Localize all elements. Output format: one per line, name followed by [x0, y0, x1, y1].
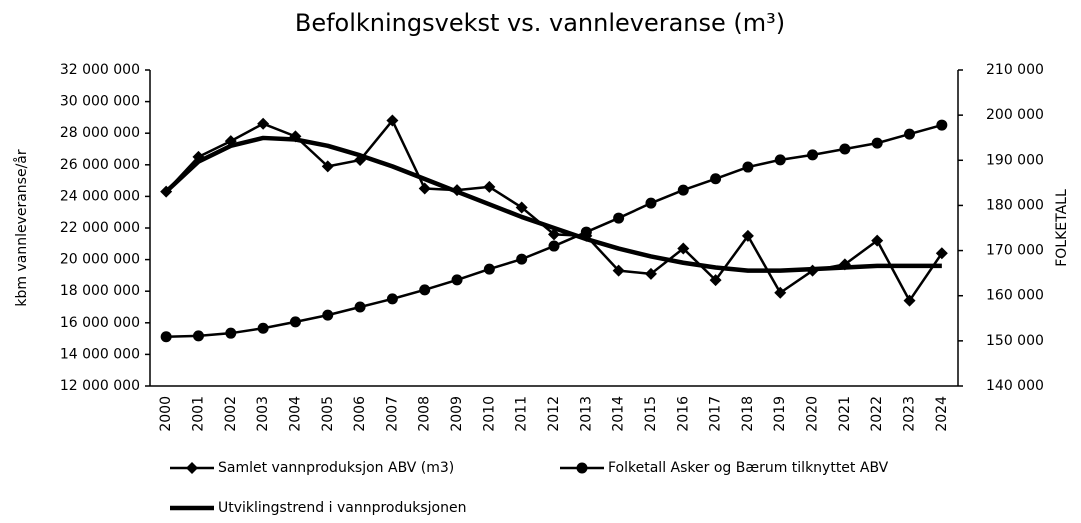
- y-tick-label: 22 000 000: [60, 220, 140, 236]
- series-marker: [709, 274, 722, 287]
- y2-axis-label: FOLKETALL: [1054, 189, 1070, 267]
- series-marker: [774, 286, 787, 299]
- series-marker: [904, 128, 916, 140]
- x-tick-label: 2007: [384, 396, 400, 432]
- series-marker: [418, 182, 431, 195]
- x-tick-label: 2014: [611, 396, 627, 432]
- x-tick-label: 2022: [869, 396, 885, 432]
- series-marker: [160, 331, 172, 343]
- series-marker: [903, 294, 916, 307]
- series-marker: [936, 119, 948, 131]
- series-marker: [807, 149, 819, 161]
- series-line: [164, 135, 942, 273]
- x-tick-label: 2010: [481, 396, 497, 432]
- x-tick-label: 2000: [158, 396, 174, 432]
- series-marker: [644, 267, 657, 280]
- series-marker: [257, 117, 270, 130]
- series-marker: [612, 264, 625, 277]
- x-tick-label: 2023: [902, 396, 918, 432]
- series-marker: [548, 240, 560, 252]
- x-tick-label: 2017: [708, 396, 724, 432]
- x-tick-label: 2002: [223, 396, 239, 432]
- legend-marker: [186, 462, 198, 474]
- series-marker: [742, 161, 754, 173]
- series-marker: [192, 330, 204, 342]
- y2-tick-label: 170 000: [986, 243, 1044, 259]
- x-tick-label: 2018: [740, 396, 756, 432]
- series-marker: [741, 229, 754, 242]
- x-tick-label: 2006: [352, 396, 368, 432]
- x-tick-label: 2008: [417, 396, 433, 432]
- series-marker: [613, 212, 625, 224]
- y2-tick-label: 180 000: [986, 197, 1044, 213]
- y-tick-label: 16 000 000: [60, 315, 140, 331]
- series-marker: [451, 274, 463, 286]
- legend-label: Samlet vannproduksjon ABV (m3): [218, 460, 454, 476]
- y-tick-label: 12 000 000: [60, 378, 140, 394]
- x-tick-label: 2016: [675, 396, 691, 432]
- x-tick-label: 2013: [578, 396, 594, 432]
- y2-tick-label: 210 000: [986, 62, 1044, 78]
- y-tick-label: 28 000 000: [60, 125, 140, 141]
- series-marker: [289, 316, 301, 328]
- series-marker: [386, 293, 398, 305]
- x-tick-label: 2009: [449, 396, 465, 432]
- series-marker: [871, 234, 884, 247]
- series-marker: [354, 301, 366, 313]
- series-marker: [386, 114, 399, 127]
- series-marker: [225, 327, 237, 339]
- x-tick-label: 2024: [934, 396, 950, 432]
- x-tick-label: 2005: [320, 396, 336, 432]
- series-marker: [257, 322, 269, 334]
- y-tick-label: 24 000 000: [60, 188, 140, 204]
- x-tick-label: 2003: [255, 396, 271, 432]
- chart-title: Befolkningsvekst vs. vannleveranse (m³): [295, 9, 785, 37]
- x-tick-label: 2004: [287, 396, 303, 432]
- series-marker: [677, 184, 689, 196]
- series-marker: [322, 309, 334, 321]
- y2-tick-label: 150 000: [986, 333, 1044, 349]
- series-marker: [580, 226, 592, 238]
- x-tick-label: 2001: [190, 396, 206, 432]
- legend-marker: [576, 462, 588, 474]
- legend-label: Utviklingstrend i vannproduksjonen: [218, 500, 466, 516]
- series-marker: [645, 197, 657, 209]
- y2-tick-label: 190 000: [986, 152, 1044, 168]
- y2-tick-label: 200 000: [986, 107, 1044, 123]
- y-axis-label: kbm vannleveranse/år: [13, 149, 30, 307]
- series-marker: [871, 137, 883, 149]
- series-marker: [677, 242, 690, 255]
- x-tick-label: 2012: [546, 396, 562, 432]
- series-marker: [839, 143, 851, 155]
- y-tick-label: 26 000 000: [60, 157, 140, 173]
- y-tick-label: 20 000 000: [60, 252, 140, 268]
- series-marker: [774, 154, 786, 166]
- y2-tick-label: 160 000: [986, 288, 1044, 304]
- series-marker: [419, 284, 431, 296]
- series-line: [165, 119, 943, 302]
- y-tick-label: 32 000 000: [60, 62, 140, 78]
- series-marker: [483, 180, 496, 193]
- series-marker: [935, 247, 948, 260]
- x-tick-label: 2019: [772, 396, 788, 432]
- y-tick-label: 14 000 000: [60, 346, 140, 362]
- series-marker: [516, 253, 528, 265]
- y-tick-label: 18 000 000: [60, 283, 140, 299]
- x-tick-label: 2020: [805, 396, 821, 432]
- x-tick-label: 2011: [514, 396, 530, 432]
- series-marker: [321, 160, 334, 173]
- y-tick-label: 30 000 000: [60, 94, 140, 110]
- series-marker: [710, 173, 722, 185]
- series-marker: [515, 201, 528, 214]
- series-marker: [483, 263, 495, 275]
- x-tick-label: 2015: [643, 396, 659, 432]
- legend-label: Folketall Asker og Bærum tilknyttet ABV: [608, 460, 889, 476]
- x-tick-label: 2021: [837, 396, 853, 432]
- y2-tick-label: 140 000: [986, 378, 1044, 394]
